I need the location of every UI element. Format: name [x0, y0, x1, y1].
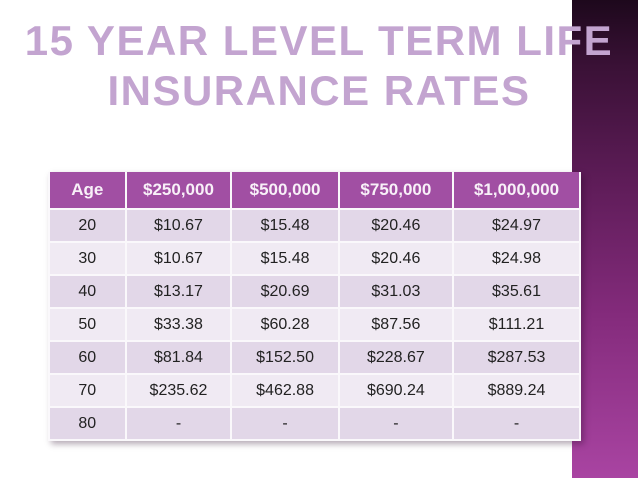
slide-title-line-2: INSURANCE RATES [107, 67, 531, 114]
table-cell: 50 [50, 307, 125, 340]
table-cell: $15.48 [230, 208, 338, 241]
slide-title-line-1: 15 YEAR LEVEL TERM LIFE [24, 17, 614, 64]
table-cell: $81.84 [124, 340, 231, 373]
table-cell: $10.67 [124, 241, 231, 274]
table-cell: $287.53 [452, 340, 579, 373]
table-cell: $235.62 [124, 373, 231, 406]
table-cell: $20.46 [337, 208, 452, 241]
table-cell: $10.67 [124, 208, 231, 241]
column-header: $1,000,000 [452, 172, 579, 208]
column-header: Age [50, 172, 125, 208]
table-cell: $60.28 [230, 307, 338, 340]
table-cell: $20.46 [337, 241, 452, 274]
table-cell: 30 [50, 241, 125, 274]
table-header-row: Age $250,000 $500,000 $750,000 $1,000,000 [50, 172, 579, 208]
table-cell: 60 [50, 340, 125, 373]
table-cell: $35.61 [452, 274, 579, 307]
table-body: 20 $10.67 $15.48 $20.46 $24.97 30 $10.67 $15.48… [50, 208, 579, 439]
table-row: 80- - - - [50, 406, 579, 439]
table-cell: 70 [50, 373, 125, 406]
table-cell: $15.48 [230, 241, 338, 274]
table-cell: 80 [50, 406, 125, 439]
table-cell: $24.98 [452, 241, 579, 274]
table-cell: $31.03 [337, 274, 452, 307]
table-cell: - [337, 406, 452, 439]
table-cell: $13.17 [124, 274, 231, 307]
table-cell: $20.69 [230, 274, 338, 307]
slide-title: 15 YEAR LEVEL TERM LIFE INSURANCE RATES [0, 16, 638, 116]
table-cell: $152.50 [230, 340, 338, 373]
table-cell: $87.56 [337, 307, 452, 340]
table-cell: $228.67 [337, 340, 452, 373]
table-cell: 20 [50, 208, 125, 241]
rates-table: Age $250,000 $500,000 $750,000 $1,000,000 20… [48, 172, 581, 441]
table-cell: $111.21 [452, 307, 579, 340]
column-header: $250,000 [124, 172, 231, 208]
table-cell: - [452, 406, 579, 439]
table-cell: 40 [50, 274, 125, 307]
table-row: 50 $33.38 $60.28 $87.56 $111.21 [50, 307, 579, 340]
table-row: 60 $81.84 $152.50 $228.67 $287.53 [50, 340, 579, 373]
table-cell: $690.24 [337, 373, 452, 406]
table-cell: $33.38 [124, 307, 231, 340]
table-row: 40 $13.17 $20.69 $31.03 $35.61 [50, 274, 579, 307]
table-cell: $889.24 [452, 373, 579, 406]
table-row: 30 $10.67 $15.48 $20.46 $24.98 [50, 241, 579, 274]
table-cell: - [230, 406, 338, 439]
column-header: $500,000 [230, 172, 338, 208]
table-cell: $24.97 [452, 208, 579, 241]
gradient-accent-bar [572, 0, 638, 478]
table-cell: $462.88 [230, 373, 338, 406]
table-cell: - [124, 406, 231, 439]
table-row: 20 $10.67 $15.48 $20.46 $24.97 [50, 208, 579, 241]
table-row: 70 $235.62 $462.88 $690.24 $889.24 [50, 373, 579, 406]
column-header: $750,000 [337, 172, 452, 208]
